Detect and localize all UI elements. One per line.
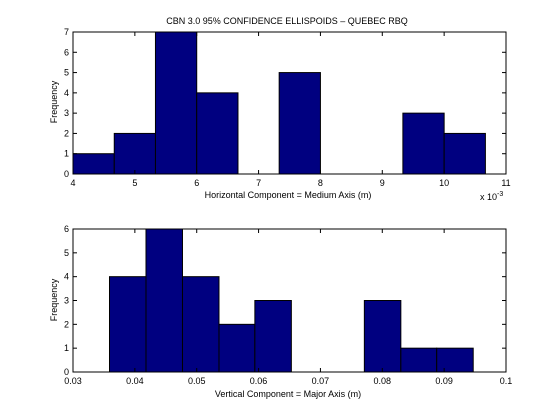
y-tick-label: 6: [64, 224, 69, 234]
histogram-horizontal: 4 5 6 7 8 9 10 11 0 1 2 3 4 5 6 7: [64, 27, 511, 188]
y-tick-label: 6: [64, 47, 69, 57]
histogram-bar: [72, 153, 115, 175]
histogram-bar: [145, 228, 183, 373]
x-tick-label: 5: [132, 178, 137, 188]
y-tick-label: 1: [64, 149, 69, 159]
histogram-bar: [108, 276, 147, 373]
histogram-bar: [443, 132, 486, 175]
y-tick-label: 5: [64, 248, 69, 258]
x-tick-label: 0.07: [312, 376, 330, 386]
histogram-bar: [196, 92, 239, 175]
x-tick-label: 0.09: [435, 376, 453, 386]
y-tick-label: 2: [64, 319, 69, 329]
x-axis-label-top: Horizontal Component = Medium Axis (m): [205, 190, 372, 200]
axes-frame: [72, 31, 507, 175]
histogram-bar: [218, 323, 256, 373]
y-tick-label: 3: [64, 296, 69, 306]
x-tick-label: 11: [501, 178, 510, 188]
y-tick-label: 3: [64, 108, 69, 118]
histogram-bar: [254, 300, 292, 373]
x-tick-label: 0.03: [64, 376, 82, 386]
y-tick-label: 4: [64, 88, 69, 98]
y-tick-label: 2: [64, 128, 69, 138]
y-tick-label: 7: [64, 27, 69, 37]
x-exponent: -3: [497, 191, 503, 198]
y-axis-label-bottom: Frequency: [49, 278, 59, 321]
y-tick-label: 4: [64, 272, 69, 282]
y-tick-label: 0: [64, 367, 69, 377]
chart-title: CBN 3.0 95% CONFIDENCE ELLISPOIDS – QUEB…: [166, 16, 408, 26]
histogram-bar: [436, 347, 474, 373]
x-tick-label: 7: [256, 178, 261, 188]
histogram-bar: [400, 347, 438, 373]
histogram-bar: [113, 132, 156, 175]
y-tick-label: 1: [64, 343, 69, 353]
histogram-bar: [278, 72, 321, 175]
x-tick-label: 4: [70, 178, 75, 188]
x-tick-label: 0.06: [250, 376, 268, 386]
x-axis-label-bottom: Vertical Component = Major Axis (m): [215, 389, 361, 399]
y-tick-label: 0: [64, 169, 69, 179]
y-tick-label: 5: [64, 68, 69, 78]
x-tick-label: 0.05: [188, 376, 206, 386]
x-tick-label: 8: [318, 178, 323, 188]
x-exponent-base: x 10: [480, 192, 497, 202]
histogram-vertical: 0.03 0.04 0.05 0.06 0.07 0.08 0.09 0.1 0 1 2 3 4 5 6: [64, 224, 512, 386]
x-tick-label: 6: [194, 178, 199, 188]
histogram-bar: [154, 31, 198, 175]
x-tick-label: 0.08: [374, 376, 392, 386]
x-tick-label: 9: [380, 178, 385, 188]
histogram-bar: [363, 300, 402, 373]
y-axis-label-top: Frequency: [49, 80, 59, 123]
x-tick-label: 0.04: [126, 376, 144, 386]
histogram-bar: [402, 112, 445, 175]
x-tick-label: 10: [439, 178, 449, 188]
x-tick-label: 0.1: [500, 376, 513, 386]
histogram-bar: [181, 276, 220, 373]
